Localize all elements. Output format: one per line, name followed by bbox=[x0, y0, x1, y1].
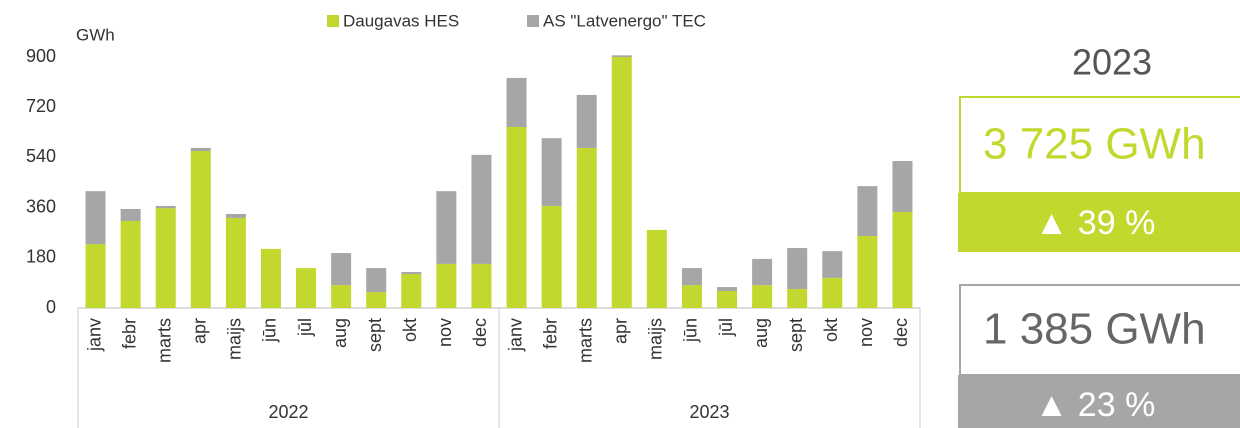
bar-segment bbox=[471, 263, 492, 308]
bar-segment bbox=[541, 205, 562, 308]
bar-segment bbox=[787, 289, 808, 308]
bar-segment bbox=[225, 217, 246, 308]
bar-segment bbox=[85, 191, 106, 245]
x-tick-label: aug bbox=[330, 318, 350, 348]
summary-box bbox=[959, 284, 1240, 376]
x-tick-label: janv bbox=[505, 318, 525, 352]
bar-segment bbox=[717, 287, 738, 291]
x-tick-label: marts bbox=[575, 318, 595, 363]
bar-segment bbox=[331, 253, 352, 286]
bar-segment bbox=[576, 94, 597, 148]
bar-segment bbox=[401, 272, 422, 274]
bar-segment bbox=[471, 154, 492, 264]
bar-segment bbox=[296, 268, 317, 308]
bar-segment bbox=[541, 138, 562, 206]
bar-segment bbox=[331, 285, 352, 308]
legend-swatch bbox=[527, 15, 539, 27]
bar-segment bbox=[822, 251, 843, 278]
x-tick-label: janv bbox=[84, 318, 104, 352]
x-tick-label: marts bbox=[154, 318, 174, 363]
summary-change: ▲ 39 % bbox=[1035, 204, 1156, 242]
bar-segment bbox=[401, 273, 422, 308]
bar-segment bbox=[366, 268, 387, 293]
summary-amount: 3 725 GWh bbox=[983, 120, 1206, 169]
bar-segment bbox=[681, 285, 702, 308]
x-tick-label: jūl bbox=[716, 318, 736, 337]
bar-segment bbox=[787, 248, 808, 290]
x-tick-label: okt bbox=[821, 318, 841, 342]
summary-box bbox=[959, 96, 1240, 194]
bar-segment bbox=[611, 55, 632, 57]
legend-label: Daugavas HES bbox=[343, 11, 459, 30]
bar-segment bbox=[155, 208, 176, 308]
bar-segment bbox=[892, 161, 913, 213]
y-tick-label: 720 bbox=[26, 96, 56, 116]
summary-change-box bbox=[958, 193, 1240, 252]
legend-swatch bbox=[327, 15, 339, 27]
bar-segment bbox=[190, 147, 211, 151]
bar-segment bbox=[225, 214, 246, 218]
y-tick-label: 0 bbox=[46, 297, 56, 317]
x-tick-label: jūn bbox=[260, 318, 280, 343]
summary-change: ▲ 23 % bbox=[1035, 386, 1156, 424]
bar-segment bbox=[436, 263, 457, 308]
x-tick-label: aug bbox=[751, 318, 771, 348]
x-tick-label: maijs bbox=[225, 318, 245, 360]
x-tick-label: apr bbox=[611, 318, 631, 344]
x-tick-label: sept bbox=[786, 318, 806, 352]
bar-segment bbox=[822, 277, 843, 308]
bar-segment bbox=[611, 57, 632, 308]
bar-segment bbox=[857, 236, 878, 308]
bar-segment bbox=[85, 244, 106, 308]
group-label: 2023 bbox=[689, 402, 729, 422]
bar-segment bbox=[576, 147, 597, 308]
group-label: 2022 bbox=[268, 402, 308, 422]
x-tick-label: jūl bbox=[295, 318, 315, 337]
y-tick-label: 540 bbox=[26, 146, 56, 166]
bar-segment bbox=[366, 292, 387, 308]
x-tick-label: apr bbox=[190, 318, 210, 344]
y-tick-label: 360 bbox=[26, 196, 56, 216]
summary-year: 2023 bbox=[1072, 42, 1152, 83]
bar-segment bbox=[506, 127, 527, 308]
x-tick-label: dec bbox=[470, 318, 490, 347]
bar-segment bbox=[190, 150, 211, 308]
bar-segment bbox=[436, 191, 457, 264]
x-tick-label: nov bbox=[856, 318, 876, 347]
bar-segment bbox=[260, 248, 281, 308]
y-tick-label: 900 bbox=[26, 46, 56, 66]
bar-segment bbox=[892, 212, 913, 308]
summary-amount: 1 385 GWh bbox=[983, 305, 1206, 354]
bar-segment bbox=[681, 268, 702, 286]
x-tick-label: febr bbox=[540, 318, 560, 349]
bar-segment bbox=[120, 220, 141, 308]
x-tick-label: dec bbox=[891, 318, 911, 347]
bar-segment bbox=[752, 258, 773, 286]
bar-segment bbox=[717, 290, 738, 308]
x-tick-label: sept bbox=[365, 318, 385, 352]
bar-segment bbox=[155, 205, 176, 209]
x-tick-label: jūn bbox=[681, 318, 701, 343]
summary-change-box bbox=[958, 375, 1240, 428]
y-tick-label: 180 bbox=[26, 247, 56, 267]
bar-segment bbox=[646, 229, 667, 308]
bar-segment bbox=[506, 77, 527, 128]
x-tick-label: nov bbox=[435, 318, 455, 347]
x-tick-label: maijs bbox=[646, 318, 666, 360]
y-unit-label: GWh bbox=[76, 25, 115, 44]
bar-segment bbox=[752, 285, 773, 308]
bar-segment bbox=[120, 208, 141, 221]
legend-label: AS "Latvenergo" TEC bbox=[543, 11, 706, 30]
x-tick-label: febr bbox=[119, 318, 139, 349]
bar-segment bbox=[857, 186, 878, 237]
x-tick-label: okt bbox=[400, 318, 420, 342]
